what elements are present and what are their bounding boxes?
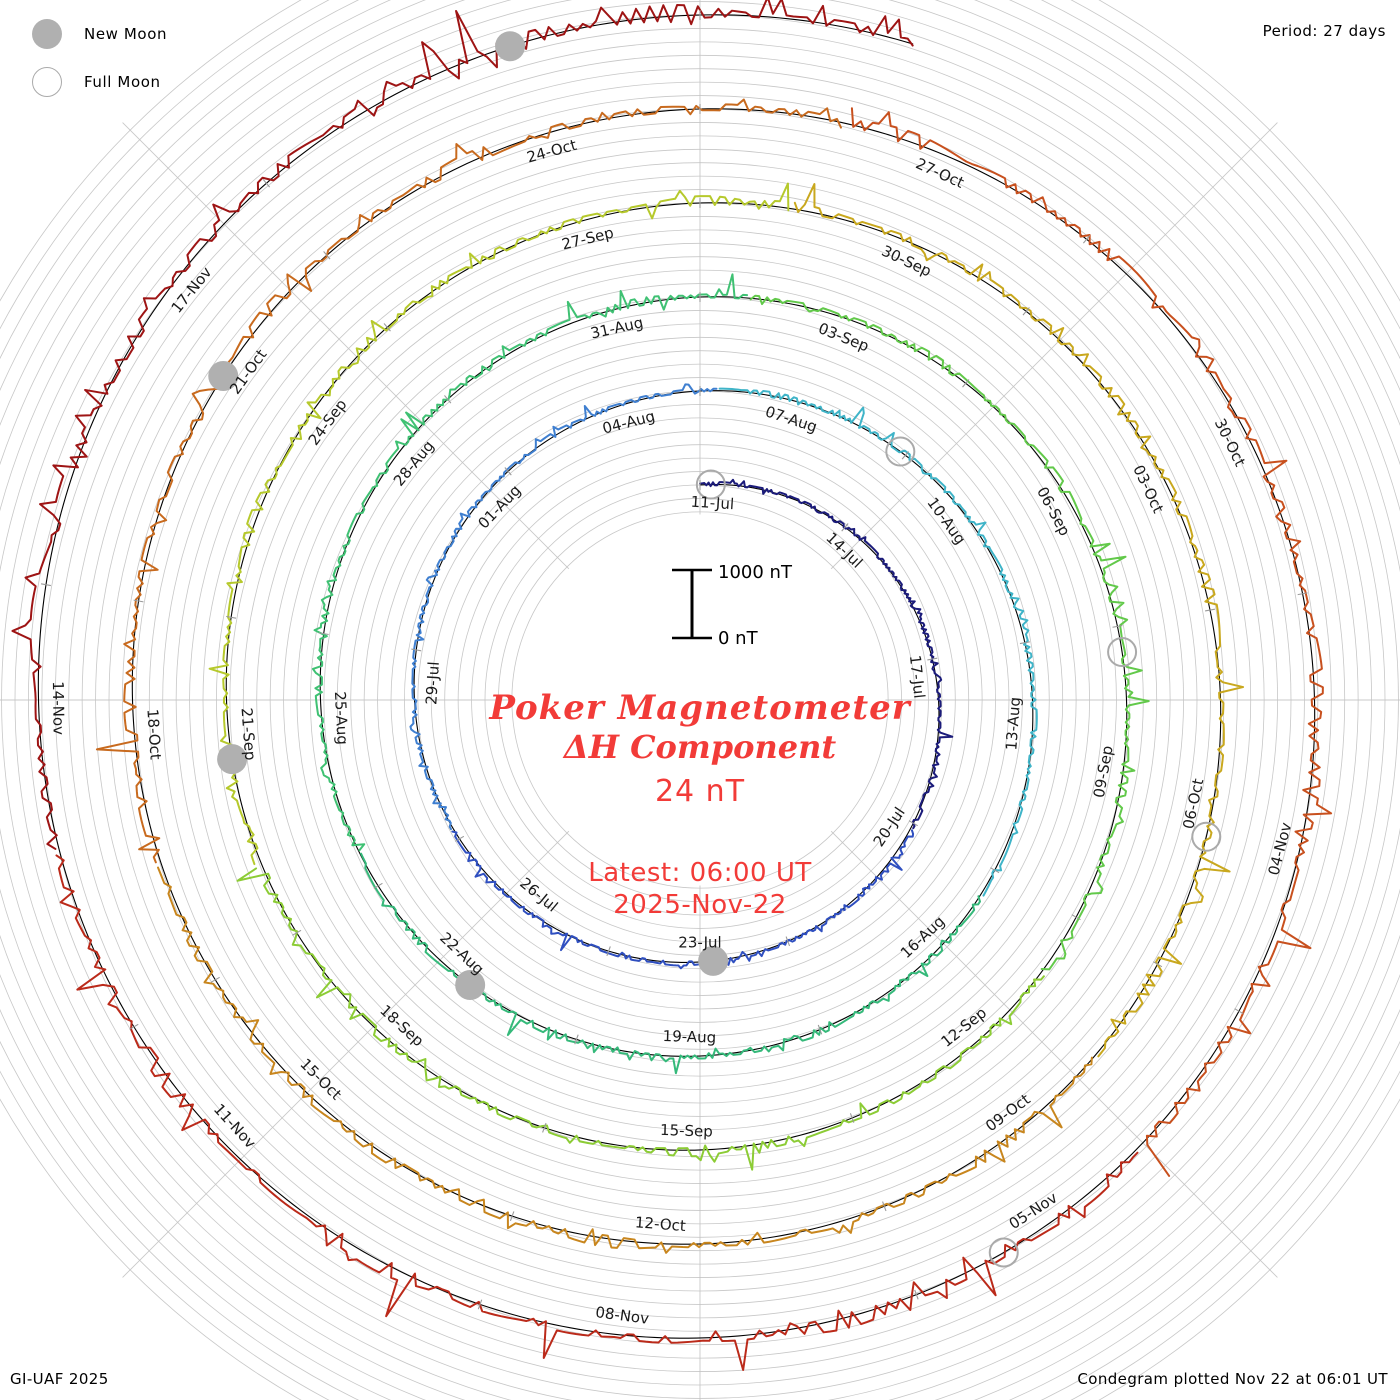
date-label: 04-Aug — [601, 407, 657, 438]
new-moon-icon — [32, 19, 62, 49]
date-label: 31-Aug — [589, 313, 645, 342]
date-label: 17-Jul — [906, 654, 929, 699]
period-text: Period: 27 days — [1262, 22, 1386, 40]
full-moon-icon — [32, 67, 62, 97]
date-labels: 11-Jul14-Jul17-Jul20-Jul23-Jul26-Jul29-J… — [49, 136, 1295, 1328]
date-label: 24-Sep — [305, 396, 351, 449]
date-label: 12-Sep — [938, 1004, 990, 1051]
date-label: 23-Jul — [678, 934, 721, 952]
footer-plot-stamp: Condegram plotted Nov 22 at 06:01 UT — [1077, 1370, 1388, 1388]
date-label: 15-Sep — [660, 1121, 713, 1141]
date-label: 27-Sep — [560, 224, 616, 254]
date-label: 09-Oct — [982, 1090, 1034, 1135]
date-label: 18-Oct — [143, 708, 164, 760]
date-label: 05-Nov — [1006, 1188, 1061, 1233]
legend-item-full-moon: Full Moon — [22, 58, 282, 106]
date-label: 12-Oct — [634, 1213, 686, 1235]
scale-bar-bottom-label: 0 nT — [718, 628, 758, 649]
legend-item-new-moon: New Moon — [22, 10, 282, 58]
date-label: 04-Nov — [1265, 821, 1296, 878]
date-label: 24-Oct — [525, 136, 579, 167]
magnetometer-traces — [11, 0, 1333, 1371]
date-label: 16-Aug — [897, 912, 948, 962]
date-label: 20-Jul — [870, 804, 909, 850]
legend-label-new-moon: New Moon — [84, 25, 168, 43]
date-label: 14-Nov — [49, 681, 68, 735]
moon-markers — [208, 31, 1222, 1268]
date-label: 09-Sep — [1090, 744, 1117, 799]
date-label: 17-Nov — [168, 263, 216, 316]
date-label: 13-Aug — [1002, 696, 1024, 751]
date-label: 29-Jul — [422, 661, 443, 705]
date-label: 19-Aug — [662, 1027, 716, 1047]
date-label: 11-Jul — [690, 493, 734, 514]
footer-credit: GI-UAF 2025 — [10, 1370, 109, 1388]
date-label: 01-Aug — [474, 481, 524, 532]
date-label: 14-Jul — [822, 529, 866, 572]
spiral-ticks — [40, 10, 1308, 1310]
date-label: 10-Aug — [923, 494, 969, 548]
date-label: 25-Aug — [331, 691, 352, 745]
scale-bar-top-label: 1000 nT — [718, 562, 792, 583]
legend-label-full-moon: Full Moon — [84, 73, 161, 91]
date-label: 21-Sep — [237, 707, 259, 761]
date-label: 07-Aug — [763, 402, 819, 436]
date-label: 30-Oct — [1211, 416, 1249, 470]
moon-phase-legend: New Moon Full Moon — [22, 10, 282, 106]
scale-bar — [672, 568, 712, 640]
